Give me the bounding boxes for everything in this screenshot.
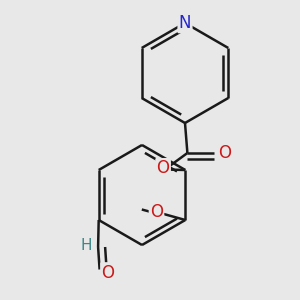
Text: N: N	[179, 14, 191, 32]
Text: H: H	[81, 238, 92, 253]
Text: O: O	[157, 159, 169, 177]
Text: O: O	[101, 263, 115, 281]
Text: O: O	[150, 202, 163, 220]
Text: O: O	[218, 144, 231, 162]
